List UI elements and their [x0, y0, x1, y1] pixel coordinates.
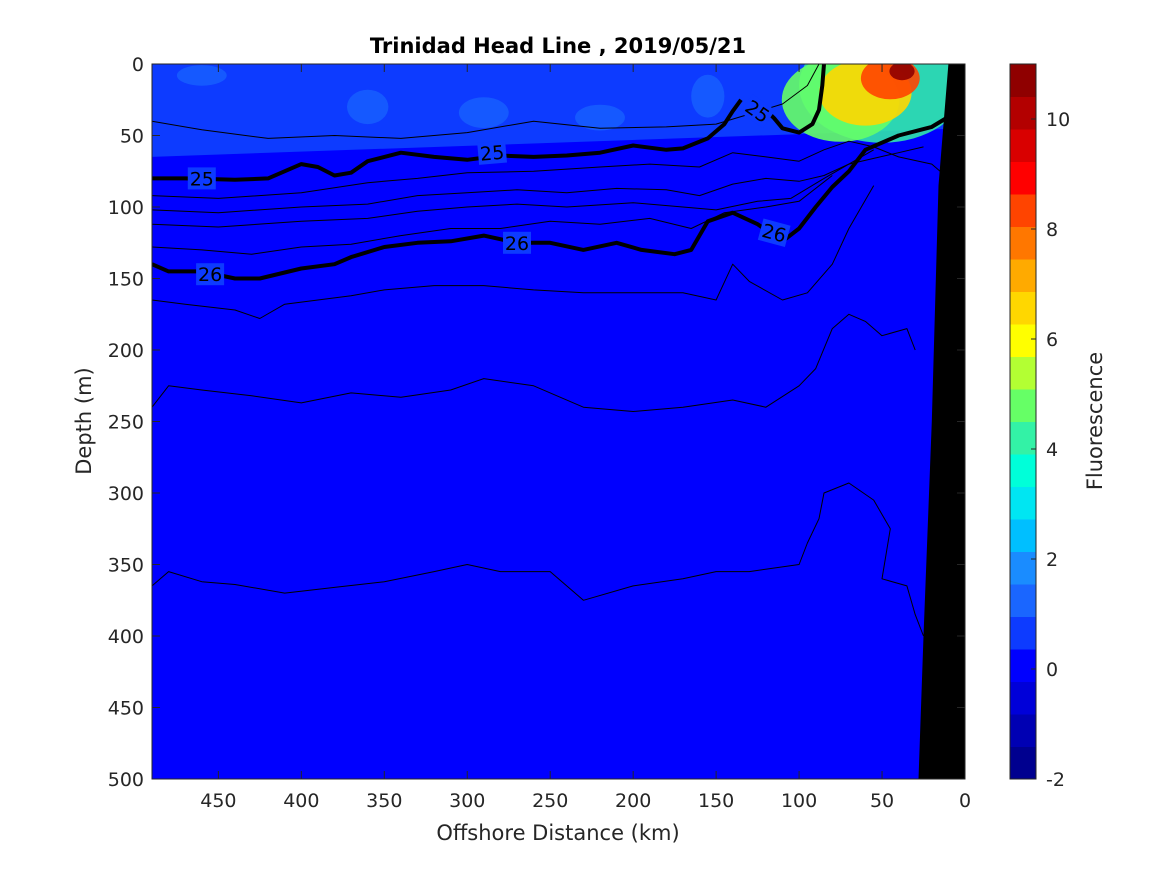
y-tick-label: 400	[108, 626, 144, 648]
contour-label: 26	[198, 264, 222, 286]
surface-patch	[176, 65, 227, 86]
colorbar-segment	[1010, 259, 1036, 292]
colorbar-tick-label: 0	[1046, 659, 1058, 681]
y-tick-label: 100	[108, 197, 144, 219]
x-tick-label: 200	[615, 790, 651, 812]
y-axis-ticks: 0 50 100 150 200 250 300 350 400 450 500	[108, 54, 965, 791]
colorbar-segment	[1010, 454, 1036, 487]
surface-patch	[458, 97, 509, 128]
contour-label-bg	[187, 167, 216, 190]
contour-label-bg	[477, 140, 508, 165]
fluorescence-background	[152, 64, 965, 779]
x-tick-label: 50	[870, 790, 894, 812]
y-tick-label: 350	[108, 555, 144, 577]
colorbar-segment	[1010, 226, 1036, 260]
surface-patch	[347, 89, 389, 125]
colorbar-segment	[1010, 291, 1036, 325]
colorbar-segment	[1010, 649, 1036, 682]
isopycnal-thin	[152, 313, 916, 412]
colorbar-segment	[1010, 616, 1036, 650]
x-tick-label: 100	[781, 790, 817, 812]
colorbar-segment	[1010, 96, 1036, 130]
surface-fluorescence-layer	[152, 64, 965, 157]
y-tick-label: 150	[108, 269, 144, 291]
colorbar-segment	[1010, 584, 1036, 617]
isopycnal-25	[761, 64, 826, 135]
y-tick-label: 450	[108, 698, 144, 720]
x-tick-label: 300	[449, 790, 485, 812]
y-tick-label: 0	[132, 54, 144, 76]
surface-patch	[575, 104, 625, 131]
colorbar-segment	[1010, 486, 1036, 520]
colorbar-tick-label: 8	[1046, 219, 1058, 241]
colorbar-tick-label: 4	[1046, 439, 1058, 461]
colorbar-segment	[1010, 681, 1036, 715]
contour-label-bg	[757, 218, 791, 247]
colorbar-segment	[1010, 324, 1036, 357]
surface-patch	[691, 74, 725, 118]
isopycnal-thin	[152, 175, 833, 255]
colorbar-tick-label: 6	[1046, 329, 1058, 351]
colorbar-segment	[1010, 519, 1036, 552]
y-tick-label: 250	[108, 412, 144, 434]
colorbar-segment	[1010, 161, 1036, 195]
contour-label-bg	[196, 263, 225, 286]
colorbar-frame	[1009, 63, 1037, 780]
colorbar-tick-label: 2	[1046, 549, 1058, 571]
isopycnal-thin	[152, 140, 949, 199]
surface-fluorescence-patches	[176, 65, 725, 131]
isopycnal-thin	[152, 482, 924, 637]
x-tick-label: 150	[698, 790, 734, 812]
x-tick-label: 350	[366, 790, 402, 812]
y-tick-label: 50	[120, 126, 144, 148]
colorbar-tick-label: 10	[1046, 109, 1070, 131]
isopycnal-25	[152, 98, 743, 182]
x-tick-label: 450	[200, 790, 236, 812]
contour-label: 25	[479, 142, 505, 166]
y-tick-label: 500	[108, 769, 144, 791]
colorbar-segment	[1010, 194, 1036, 227]
isopycnal-thin	[152, 185, 875, 319]
colorbar-segment	[1010, 64, 1036, 97]
x-tick-label: 0	[959, 790, 971, 812]
colorbar-segment	[1010, 421, 1036, 455]
contour-label-bg	[739, 94, 776, 129]
colorbar-segment	[1010, 389, 1036, 422]
y-axis-label: Depth (m)	[72, 367, 96, 474]
x-axis-ticks: 450 400 350 300 250 200 150 100 50 0	[200, 64, 971, 812]
colorbar: -2 0 2 4 6 8 10	[1009, 63, 1070, 791]
colorbar-label: Fluorescence	[1083, 352, 1107, 490]
x-tick-label: 400	[283, 790, 319, 812]
colorbar-segment	[1010, 551, 1036, 585]
contour-label: 25	[190, 168, 214, 190]
contour-label-bg	[503, 231, 531, 254]
bloom-core	[889, 64, 915, 81]
x-tick-label: 250	[532, 790, 568, 812]
colorbar-segment	[1010, 129, 1036, 162]
y-tick-label: 300	[108, 483, 144, 505]
colorbar-segment	[1010, 714, 1036, 747]
contour-label: 26	[505, 233, 529, 255]
isopycnal-26	[152, 115, 950, 281]
colorbar-segment	[1010, 356, 1036, 390]
chart-title: Trinidad Head Line , 2019/05/21	[370, 34, 746, 58]
seafloor-bathymetry	[918, 64, 965, 779]
x-axis-label: Offshore Distance (km)	[436, 821, 679, 845]
isopycnal-thin	[152, 149, 874, 228]
isopycnal-thin	[152, 64, 820, 139]
colorbar-tick-label: -2	[1046, 769, 1065, 791]
colorbar-segment	[1010, 746, 1036, 780]
y-tick-label: 200	[108, 340, 144, 362]
